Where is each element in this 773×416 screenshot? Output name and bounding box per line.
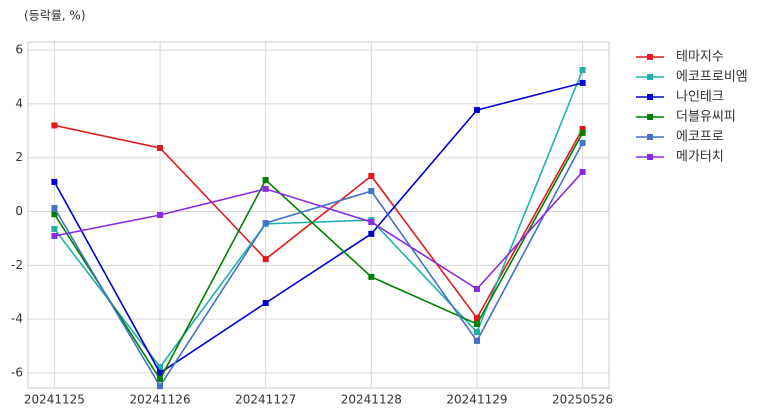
point-marker [51,232,58,239]
legend-marker [647,154,653,160]
series-line [53,69,584,369]
point-marker [473,329,480,336]
point-marker [579,129,586,136]
point-marker [51,178,58,185]
point-marker [157,212,164,218]
point-marker [51,205,58,212]
y-tick-label: 6 [15,43,23,57]
point-marker [473,337,480,344]
point-marker [368,230,375,237]
point-marker [579,66,586,73]
point-marker [262,256,269,263]
legend-marker [647,134,653,140]
series-line [53,142,584,388]
series-line [53,132,584,381]
point-marker [157,376,164,383]
x-tick-label: 20250526 [552,393,613,407]
point-marker [473,107,480,114]
point-marker [157,369,164,376]
point-marker [368,188,375,195]
x-tick-label: 20241126 [130,393,191,407]
point-marker [473,315,480,322]
legend-label: 에코프로 [676,130,724,145]
point-marker [157,364,164,371]
point-marker [579,168,586,175]
x-tick-label: 20241127 [235,393,296,407]
legend-label: 메가터치 [676,150,724,165]
legend-label: 테마지수 [676,50,724,65]
point-marker [368,273,375,280]
point-marker [473,285,480,292]
legend-label: 더블유씨피 [676,110,736,125]
y-tick-label: -6 [11,365,23,379]
point-marker [262,299,269,306]
point-marker [368,218,375,225]
point-marker [157,383,164,390]
point-marker [579,79,586,86]
legend-marker [647,114,653,120]
point-marker [51,122,58,129]
x-tick-label: 20241129 [446,393,507,407]
point-marker [579,125,586,132]
point-marker [51,225,58,232]
point-marker [473,320,480,327]
y-tick-label: 4 [15,96,23,110]
legend-marker [647,54,653,60]
y-tick-label: 2 [15,150,23,164]
y-tick-label: 0 [15,204,23,218]
y-tick-label: -4 [11,312,23,326]
legend-marker [647,94,653,100]
x-tick-label: 20241125 [24,393,85,407]
legend-marker [647,74,653,80]
point-marker [51,211,58,218]
y-axis-label: (등락률, %) [24,9,86,23]
x-tick-label: 20241128 [341,393,402,407]
point-marker [262,177,269,184]
point-marker [579,139,586,146]
point-marker [262,220,269,227]
plot-frame [27,41,610,389]
point-marker [368,172,375,179]
y-tick-label: -2 [11,258,23,272]
point-marker [157,145,164,152]
legend-label: 나인테크 [676,90,724,105]
series-line [53,82,583,375]
series-line [54,171,584,291]
point-marker [262,185,269,192]
legend-label: 에코프로비엠 [676,70,748,85]
